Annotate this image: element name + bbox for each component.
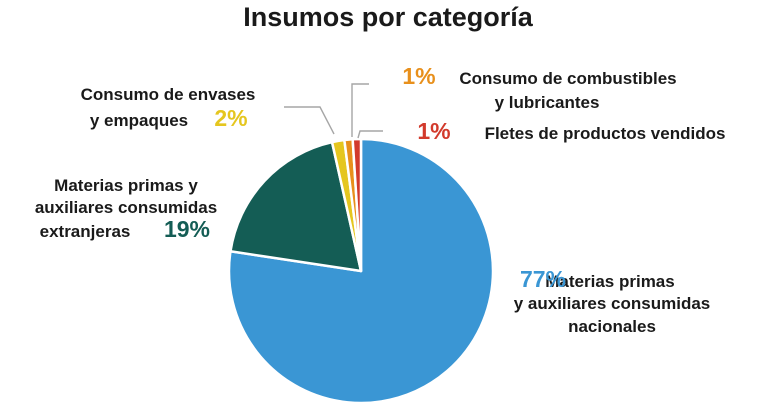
- slice-percent-materias-primas-y-auxiliares-consumidas-extranjeras: 19%: [164, 216, 210, 242]
- slice-label-materias-primas-y-auxiliares-consumidas-extranjeras-line-1: Materias primas y: [54, 176, 198, 195]
- slice-label-materias-primas-y-auxiliares-consumidas-extranjeras-line-2: auxiliares consumidas: [35, 198, 217, 217]
- slice-label-materias-primas-y-auxiliares-consumidas-nacionales-line-2: y auxiliares consumidas: [514, 294, 711, 313]
- slice-label-consumo-de-combustibles-y-lubricantes-line-1: Consumo de combustibles: [459, 69, 676, 88]
- leader-line-consumo-de-combustibles-y-lubricantes: [351, 83, 369, 137]
- slice-label-materias-primas-y-auxiliares-consumidas-nacionales-line-3: nacionales: [568, 317, 656, 336]
- pie-slice-fletes-de-productos-vendidos: [351, 137, 363, 273]
- slice-label-consumo-de-combustibles-y-lubricantes-line-2: y lubricantes: [495, 93, 600, 112]
- slice-label-fletes-de-productos-vendidos-line-1: Fletes de productos vendidos: [485, 124, 726, 143]
- slice-percent-materias-primas-y-auxiliares-consumidas-nacionales: 77%: [520, 266, 566, 292]
- leader-line-fletes-de-productos-vendidos: [357, 130, 383, 139]
- slice-label-materias-primas-y-auxiliares-consumidas-nacionales-line-1: Materias primas: [545, 272, 674, 291]
- slice-label-consumo-de-envases-y-empaques-line-1: Consumo de envases: [81, 85, 256, 104]
- slice-percent-fletes-de-productos-vendidos: 1%: [417, 118, 450, 144]
- slice-label-materias-primas-y-auxiliares-consumidas-extranjeras-line-3: extranjeras: [40, 222, 131, 241]
- slice-label-consumo-de-envases-y-empaques-line-2: y empaques: [90, 111, 188, 130]
- chart-title: Insumos por categoría: [243, 2, 534, 32]
- pie-slice-materias-primas-y-auxiliares-consumidas-extranjeras: [229, 140, 363, 273]
- slice-percent-consumo-de-combustibles-y-lubricantes: 1%: [402, 63, 435, 89]
- leader-line-consumo-de-envases-y-empaques: [284, 106, 335, 135]
- slice-percent-consumo-de-envases-y-empaques: 2%: [214, 105, 247, 131]
